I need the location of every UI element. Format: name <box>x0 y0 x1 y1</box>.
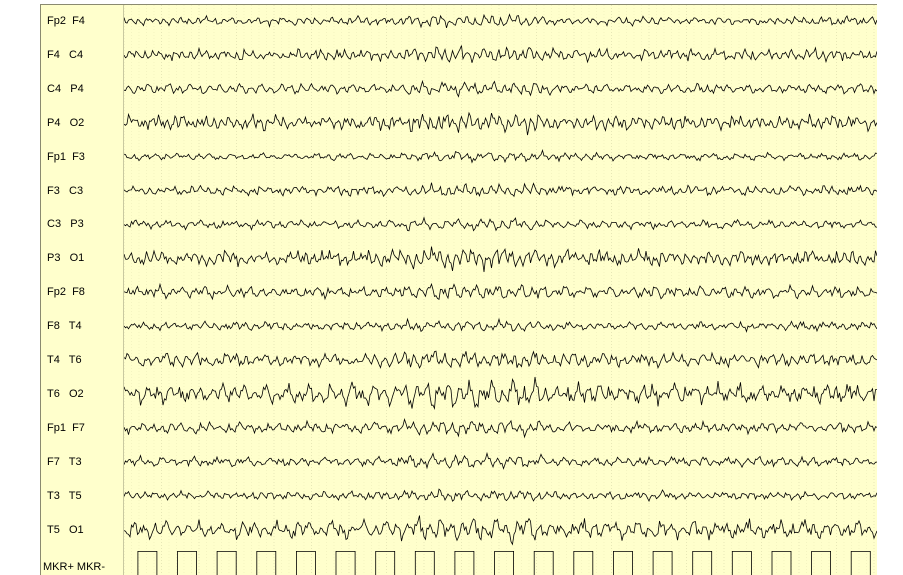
channel-label: Fp1 F3 <box>47 150 85 163</box>
channel-label: F3 C3 <box>47 184 84 197</box>
eeg-traces-svg <box>124 5 877 575</box>
marker-pulse-trace <box>137 551 871 575</box>
eeg-trace <box>124 111 877 136</box>
eeg-trace <box>124 182 877 198</box>
eeg-viewer-window: Fp2 F4 F4 C4 C4 P4 P4 O2 Fp1 F3 F3 C3 C3 P3 P3 … <box>40 4 877 575</box>
eeg-trace <box>124 282 877 301</box>
eeg-trace <box>124 451 877 470</box>
channel-label: F7 T3 <box>47 455 82 468</box>
eeg-trace <box>124 317 877 333</box>
eeg-trace <box>124 216 877 232</box>
eeg-trace <box>124 488 877 502</box>
eeg-trace <box>124 376 877 410</box>
channel-label: Fp2 F8 <box>47 286 85 299</box>
eeg-trace <box>124 79 877 98</box>
channel-label: F8 T4 <box>47 320 82 333</box>
channel-label: Fp1 F7 <box>47 421 85 434</box>
channel-label-column: Fp2 F4 F4 C4 C4 P4 P4 O2 Fp1 F3 F3 C3 C3 P3 P3 … <box>41 5 124 575</box>
eeg-trace <box>124 149 877 164</box>
eeg-trace-area <box>124 5 877 575</box>
eeg-trace <box>124 417 877 439</box>
eeg-trace <box>124 350 877 369</box>
channel-label: P3 O1 <box>47 252 85 265</box>
marker-channel-label: MKR+ MKR- <box>43 561 106 574</box>
channel-label: C3 P3 <box>47 218 84 231</box>
channel-label: T5 O1 <box>47 523 84 536</box>
channel-label: T6 O2 <box>47 387 84 400</box>
eeg-trace <box>124 515 877 546</box>
eeg-trace <box>124 45 877 64</box>
channel-label: P4 O2 <box>47 116 85 129</box>
eeg-trace <box>124 246 877 273</box>
channel-label: F4 C4 <box>47 48 84 61</box>
eeg-trace <box>124 13 877 29</box>
channel-label: Fp2 F4 <box>47 15 85 27</box>
channel-label: T3 T5 <box>47 489 82 502</box>
channel-label: T4 T6 <box>47 354 82 366</box>
channel-label: C4 P4 <box>47 82 84 95</box>
